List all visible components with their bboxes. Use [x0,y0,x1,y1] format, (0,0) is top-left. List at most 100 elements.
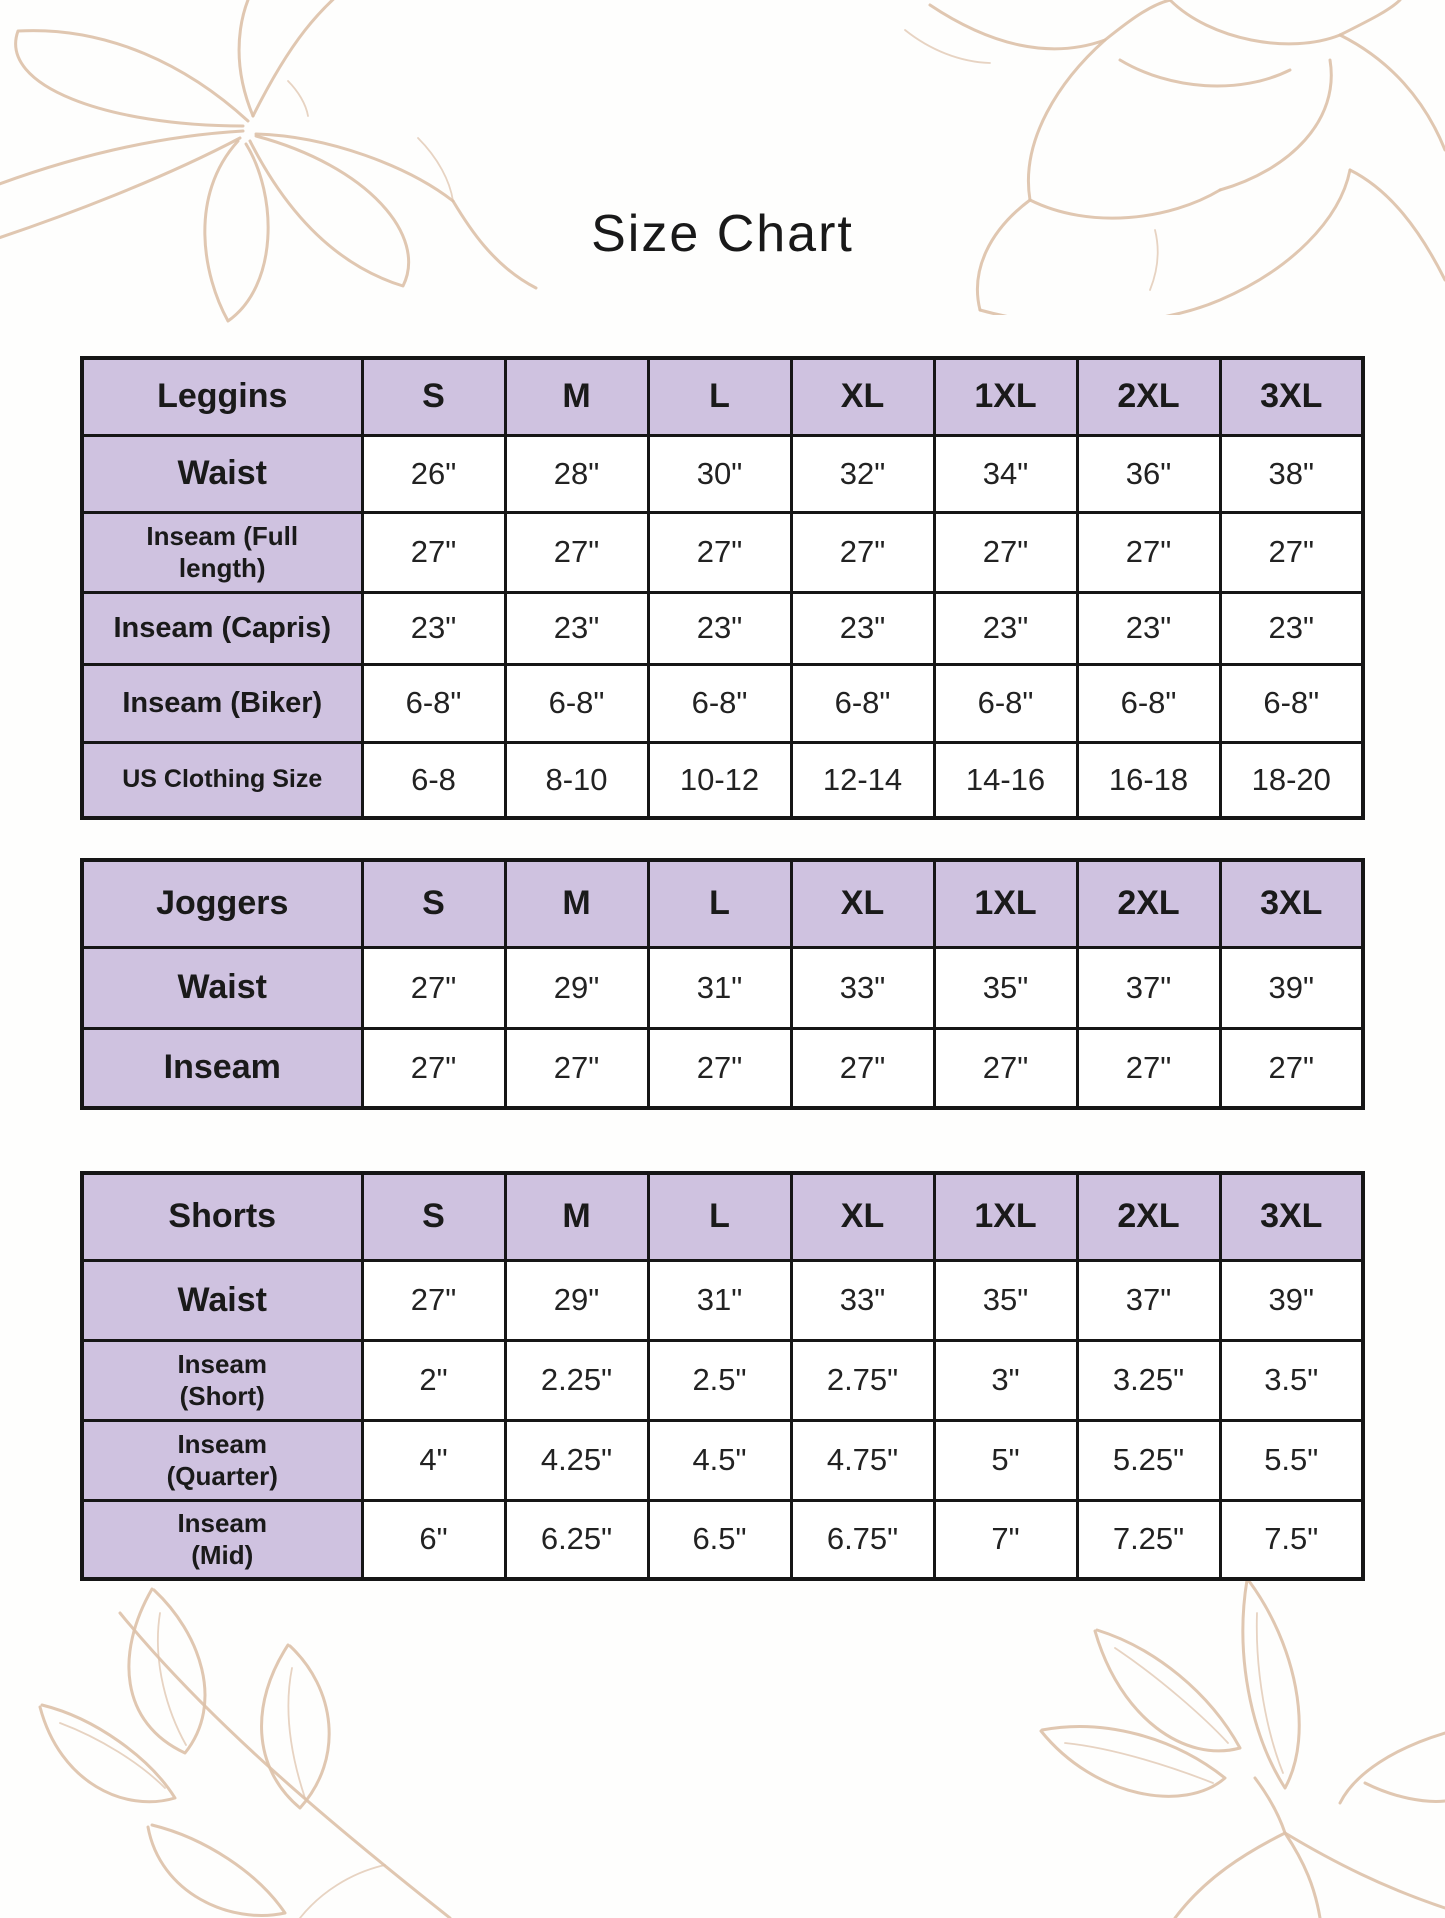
measurement-value-cell: 32" [789,433,936,514]
measurement-value-cell: 5" [932,1418,1079,1502]
measurement-value-cell: 29" [503,1258,650,1342]
row-label-cell: Waist [80,945,364,1030]
measurement-value-cell: 27" [1075,1026,1222,1110]
row-label-cell: US Clothing Size [80,740,364,820]
size-column-header: 3XL [1218,356,1365,437]
table-header-row: Leggins S M L XL 1XL 2XL 3XL [80,356,1365,437]
measurement-value-cell: 6-8 [360,740,507,820]
measurement-value-cell: 34" [932,433,1079,514]
measurement-value-cell: 23" [932,590,1079,666]
measurement-value-cell: 39" [1218,1258,1365,1342]
row-label-cell: Inseam (Full length) [80,510,364,594]
page-title: Size Chart [591,205,854,263]
measurement-value-cell: 30" [646,433,793,514]
table-title-cell: Leggins [80,356,364,437]
measurement-value-cell: 27" [503,1026,650,1110]
measurement-value-cell: 27" [1218,1026,1365,1110]
row-label-cell: Inseam (Capris) [80,590,364,666]
measurement-value-cell: 31" [646,945,793,1030]
measurement-value-cell: 7.25" [1075,1498,1222,1581]
measurement-value-cell: 33" [789,945,936,1030]
measurement-value-cell: 33" [789,1258,936,1342]
size-column-header: 2XL [1075,356,1222,437]
size-column-header: 3XL [1218,858,1365,949]
measurement-value-cell: 4.5" [646,1418,793,1502]
table-row: Inseam (Biker) 6-8" 6-8" 6-8" 6-8" 6-8" 6-8" 6-… [80,662,1365,744]
table-header-row: Joggers S M L XL 1XL 2XL 3XL [80,858,1365,949]
row-label-cell: Waist [80,433,364,514]
measurement-value-cell: 27" [932,1026,1079,1110]
row-label-cell: Inseam (Mid) [80,1498,364,1581]
measurement-value-cell: 27" [360,510,507,594]
table-header-row: Shorts S M L XL 1XL 2XL 3XL [80,1171,1365,1262]
measurement-value-cell: 4.75" [789,1418,936,1502]
flower-sketch-top-right [904,0,1445,315]
measurement-value-cell: 27" [932,510,1079,594]
flower-sketch-top-left [0,0,538,323]
measurement-value-cell: 6-8" [503,662,650,744]
measurement-value-cell: 27" [1075,510,1222,594]
measurement-value-cell: 27" [646,510,793,594]
size-column-header: S [360,858,507,949]
measurement-value-cell: 7" [932,1498,1079,1581]
measurement-value-cell: 16-18 [1075,740,1222,820]
size-table-shorts: Shorts S M L XL 1XL 2XL 3XL Waist 27" 29" 31" 33" 35"… [80,1171,1365,1581]
measurement-value-cell: 2.75" [789,1338,936,1422]
measurement-value-cell: 14-16 [932,740,1079,820]
measurement-value-cell: 23" [646,590,793,666]
measurement-value-cell: 6.5" [646,1498,793,1581]
leaf-branch-sketch-bottom-left [38,1587,452,1918]
size-column-header: L [646,858,793,949]
measurement-value-cell: 27" [789,1026,936,1110]
table-row: Inseam (Mid) 6" 6.25" 6.5" 6.75" 7" 7.25" 7.5" [80,1498,1365,1581]
measurement-value-cell: 6.75" [789,1498,936,1581]
size-table-leggins: Leggins S M L XL 1XL 2XL 3XL Waist 26" 28" 30" 32" 34… [80,356,1365,820]
measurement-value-cell: 5.25" [1075,1418,1222,1502]
table-row: Waist 27" 29" 31" 33" 35" 37" 39" [80,1258,1365,1342]
row-label-cell: Inseam (Quarter) [80,1418,364,1502]
measurement-value-cell: 27" [360,1258,507,1342]
size-column-header: 1XL [932,858,1079,949]
table-row: Waist 27" 29" 31" 33" 35" 37" 39" [80,945,1365,1030]
measurement-value-cell: 18-20 [1218,740,1365,820]
size-column-header: XL [789,1171,936,1262]
size-column-header: M [503,356,650,437]
measurement-value-cell: 35" [932,945,1079,1030]
measurement-value-cell: 2" [360,1338,507,1422]
measurement-value-cell: 23" [789,590,936,666]
measurement-value-cell: 23" [1075,590,1222,666]
size-column-header: M [503,858,650,949]
measurement-value-cell: 6-8" [1218,662,1365,744]
measurement-value-cell: 12-14 [789,740,936,820]
measurement-value-cell: 6-8" [360,662,507,744]
leaf-branch-sketch-bottom-right [1039,1578,1445,1918]
size-column-header: XL [789,356,936,437]
table-row: Inseam (Full length) 27" 27" 27" 27" 27" 27" 27… [80,510,1365,594]
measurement-value-cell: 31" [646,1258,793,1342]
size-column-header: 3XL [1218,1171,1365,1262]
measurement-value-cell: 37" [1075,945,1222,1030]
measurement-value-cell: 23" [1218,590,1365,666]
size-column-header: L [646,356,793,437]
measurement-value-cell: 8-10 [503,740,650,820]
measurement-value-cell: 27" [503,510,650,594]
measurement-value-cell: 27" [646,1026,793,1110]
measurement-value-cell: 3" [932,1338,1079,1422]
table-row: Waist 26" 28" 30" 32" 34" 36" 38" [80,433,1365,514]
size-column-header: XL [789,858,936,949]
measurement-value-cell: 27" [360,1026,507,1110]
measurement-value-cell: 35" [932,1258,1079,1342]
measurement-value-cell: 5.5" [1218,1418,1365,1502]
size-column-header: S [360,356,507,437]
measurement-value-cell: 27" [789,510,936,594]
measurement-value-cell: 28" [503,433,650,514]
measurement-value-cell: 36" [1075,433,1222,514]
measurement-value-cell: 27" [1218,510,1365,594]
row-label-cell: Waist [80,1258,364,1342]
measurement-value-cell: 3.25" [1075,1338,1222,1422]
measurement-value-cell: 2.5" [646,1338,793,1422]
measurement-value-cell: 6-8" [646,662,793,744]
table-row: Inseam 27" 27" 27" 27" 27" 27" 27" [80,1026,1365,1110]
row-label-cell: Inseam [80,1026,364,1110]
size-column-header: S [360,1171,507,1262]
